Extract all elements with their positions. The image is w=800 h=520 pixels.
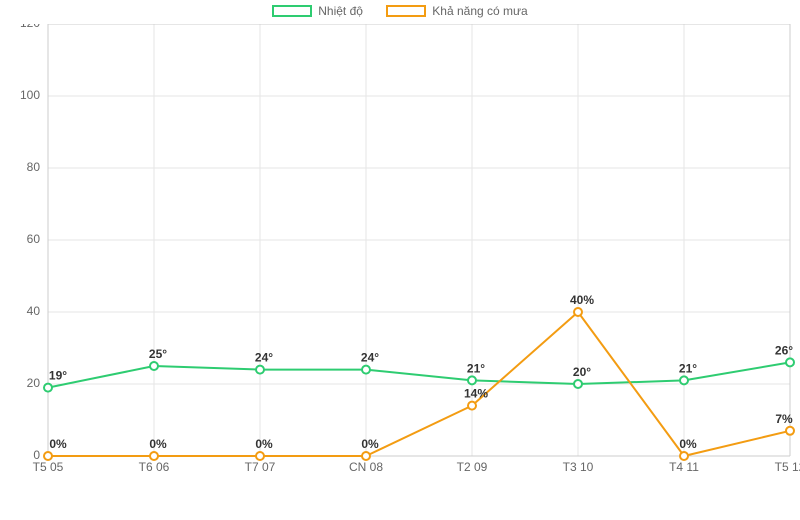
y-tick-label: 120 — [20, 24, 40, 30]
point-label-temperature: 25° — [149, 347, 167, 361]
series-marker-rain_chance — [256, 452, 264, 460]
legend-label: Nhiệt độ — [318, 4, 363, 18]
point-label-rain_chance: 0% — [361, 437, 379, 451]
x-tick-label: T3 10 — [563, 460, 594, 474]
legend-swatch — [272, 5, 312, 17]
x-tick-label: T7 07 — [245, 460, 276, 474]
series-marker-temperature — [786, 358, 794, 366]
y-tick-label: 60 — [27, 232, 41, 246]
point-label-rain_chance: 0% — [679, 437, 697, 451]
weather-chart: Nhiệt độ Khả năng có mưa 020406080100120… — [0, 0, 800, 500]
legend-item-rain: Khả năng có mưa — [386, 4, 527, 18]
point-label-temperature: 21° — [467, 361, 485, 375]
series-marker-rain_chance — [150, 452, 158, 460]
y-tick-label: 40 — [27, 304, 41, 318]
point-label-rain_chance: 0% — [49, 437, 67, 451]
series-marker-temperature — [362, 366, 370, 374]
legend-swatch — [386, 5, 426, 17]
point-label-temperature: 19° — [49, 369, 67, 383]
point-label-rain_chance: 0% — [149, 437, 167, 451]
x-tick-label: CN 08 — [349, 460, 383, 474]
y-tick-label: 20 — [27, 376, 41, 390]
x-tick-label: T5 12 — [775, 460, 800, 474]
point-label-temperature: 26° — [775, 343, 793, 357]
y-tick-label: 80 — [27, 160, 41, 174]
point-label-temperature: 21° — [679, 361, 697, 375]
y-tick-label: 100 — [20, 88, 40, 102]
series-marker-rain_chance — [680, 452, 688, 460]
series-marker-temperature — [468, 376, 476, 384]
point-label-rain_chance: 0% — [255, 437, 273, 451]
series-marker-temperature — [150, 362, 158, 370]
point-label-temperature: 24° — [255, 351, 273, 365]
series-marker-temperature — [44, 384, 52, 392]
point-label-temperature: 24° — [361, 351, 379, 365]
series-marker-temperature — [680, 376, 688, 384]
point-label-temperature: 20° — [573, 365, 591, 379]
legend-item-temperature: Nhiệt độ — [272, 4, 363, 18]
point-label-rain_chance: 14% — [464, 387, 488, 401]
series-marker-rain_chance — [574, 308, 582, 316]
legend: Nhiệt độ Khả năng có mưa — [0, 4, 800, 20]
series-marker-temperature — [256, 366, 264, 374]
x-tick-label: T5 05 — [33, 460, 64, 474]
series-marker-temperature — [574, 380, 582, 388]
chart-svg: 020406080100120T5 05T6 06T7 07CN 08T2 09… — [0, 24, 800, 520]
x-tick-label: T6 06 — [139, 460, 170, 474]
x-tick-label: T2 09 — [457, 460, 488, 474]
legend-label: Khả năng có mưa — [432, 4, 527, 18]
series-marker-rain_chance — [362, 452, 370, 460]
x-tick-label: T4 11 — [669, 460, 699, 474]
point-label-rain_chance: 7% — [775, 412, 793, 426]
series-marker-rain_chance — [44, 452, 52, 460]
point-label-rain_chance: 40% — [570, 293, 594, 307]
series-marker-rain_chance — [468, 402, 476, 410]
series-marker-rain_chance — [786, 427, 794, 435]
